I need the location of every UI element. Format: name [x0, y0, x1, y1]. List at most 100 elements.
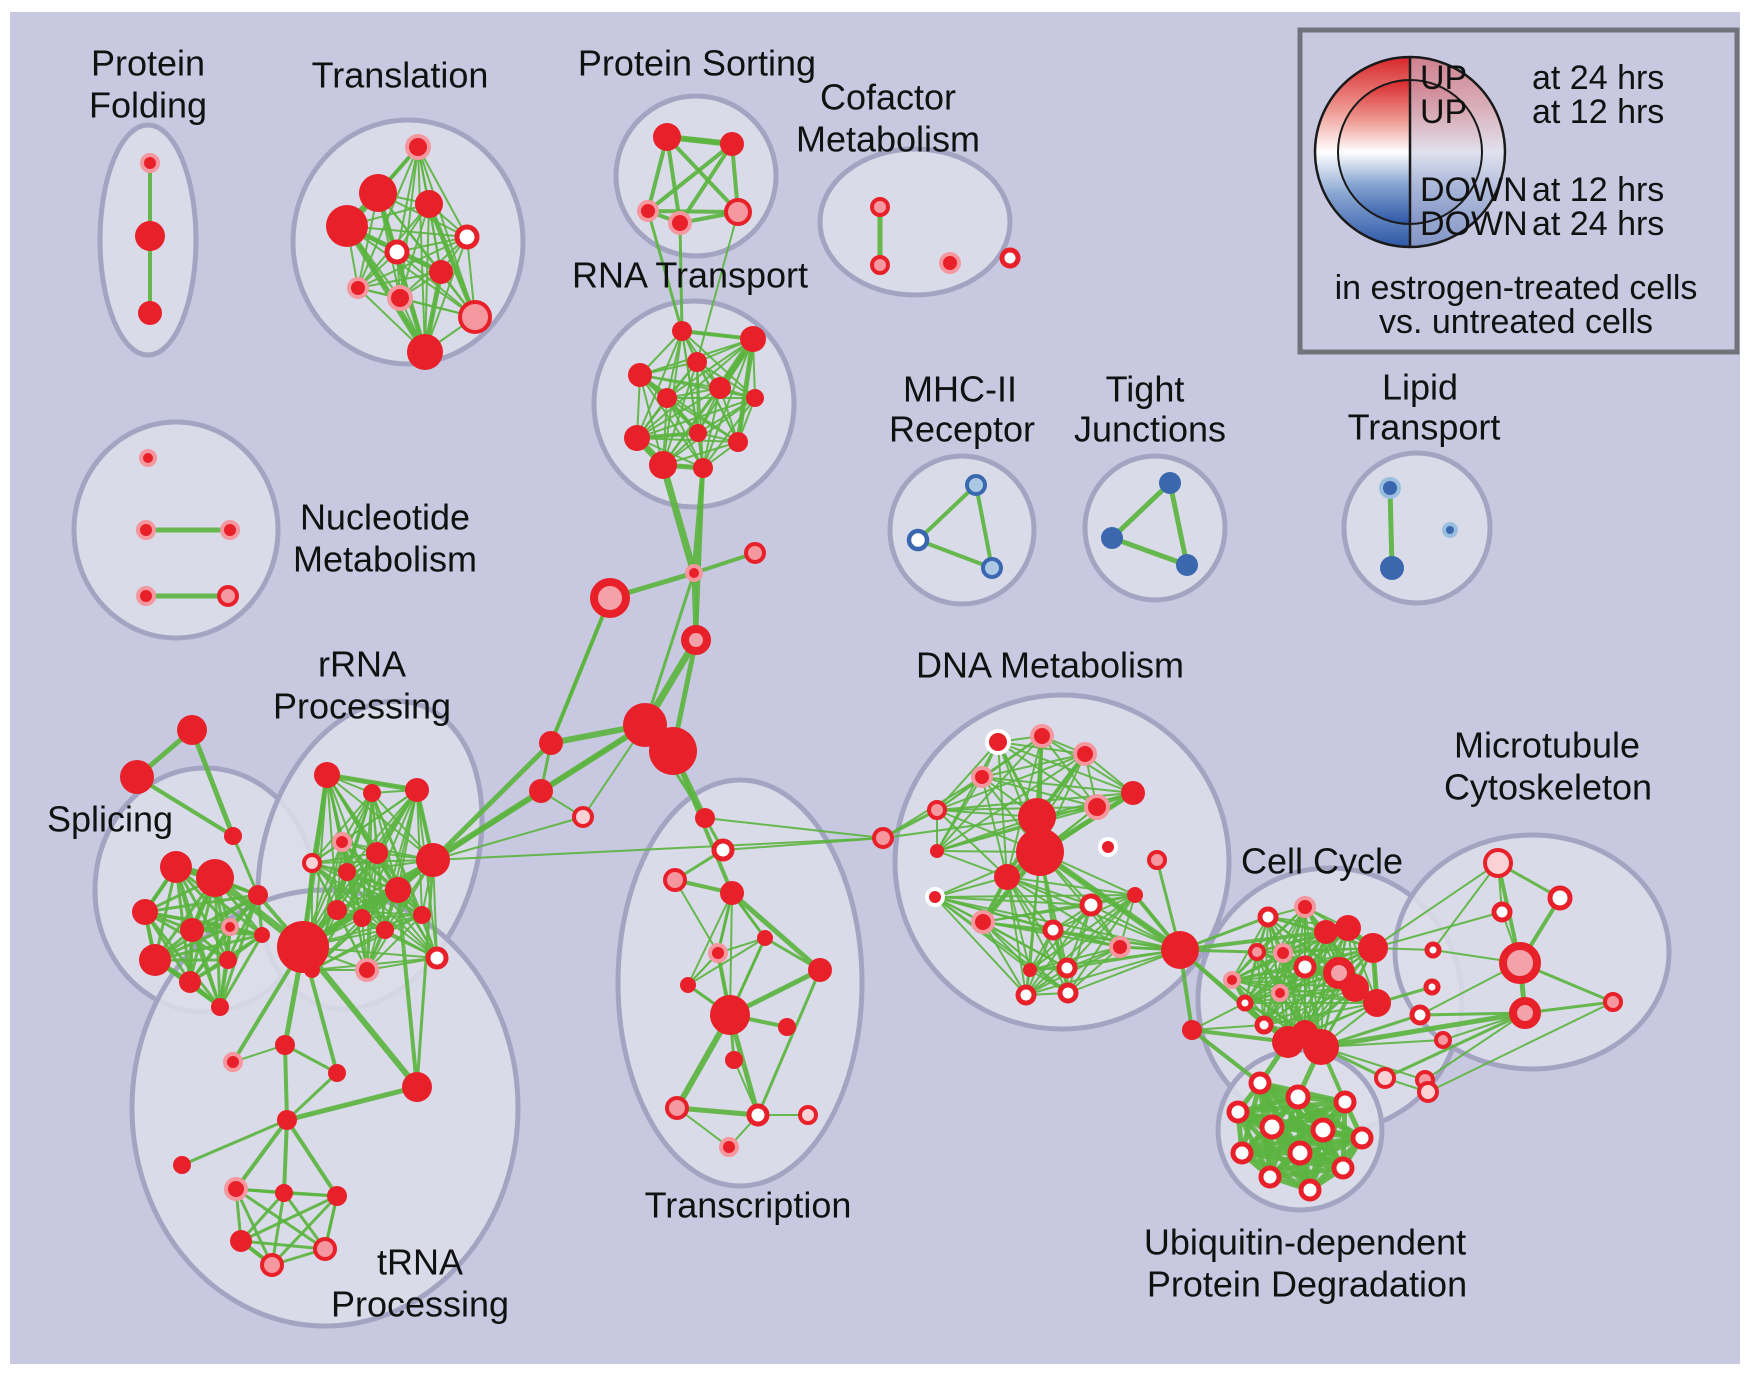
- network-node: [196, 859, 234, 897]
- network-edge: [678, 221, 684, 333]
- network-node: [1056, 957, 1078, 979]
- network-edge: [666, 397, 739, 443]
- cluster-bubble-protein-sorting: [613, 93, 779, 259]
- network-edge: [916, 483, 978, 542]
- network-edge: [1191, 1024, 1265, 1031]
- network-node: [136, 586, 156, 606]
- network-edge: [1320, 1039, 1444, 1048]
- network-edge: [1263, 987, 1356, 1026]
- cluster-label: Nucleotide: [300, 497, 470, 538]
- network-node: [665, 1096, 689, 1120]
- network-edge: [1006, 876, 1092, 906]
- network-node: [326, 205, 368, 247]
- network-edge: [1067, 904, 1092, 994]
- network-node: [1236, 994, 1254, 1012]
- network-edge: [666, 338, 754, 399]
- cluster-label: Folding: [89, 85, 207, 126]
- network-edge: [882, 816, 1038, 839]
- network-node: [332, 832, 352, 852]
- legend: [1297, 27, 1740, 355]
- network-node: [925, 887, 945, 907]
- cluster-bubble-cofactor-metabolism: [817, 146, 1013, 298]
- cluster-label: Junctions: [1074, 409, 1226, 450]
- legend-time-label: at 12 hrs: [1532, 171, 1664, 209]
- network-edge: [1231, 966, 1306, 981]
- network-node: [1285, 1084, 1311, 1110]
- network-edge: [974, 483, 994, 570]
- network-node: [1409, 1004, 1431, 1026]
- network-node: [999, 247, 1021, 269]
- network-node: [458, 300, 492, 334]
- network-node: [219, 951, 237, 969]
- network-edge: [1424, 1012, 1526, 1081]
- network-node: [314, 762, 340, 788]
- network-node: [402, 1072, 432, 1102]
- network-node: [971, 910, 995, 934]
- network-edge: [357, 271, 442, 289]
- network-edge: [285, 1118, 339, 1198]
- network-node: [1434, 1031, 1452, 1049]
- legend-note: in estrogen-treated cells: [1335, 269, 1698, 307]
- network-node: [1226, 1100, 1250, 1124]
- cluster-label: rRNA: [318, 644, 406, 685]
- network-node: [1182, 1020, 1202, 1040]
- legend-direction-label: UP: [1420, 93, 1467, 131]
- network-node: [965, 474, 987, 496]
- network-edge: [1282, 947, 1374, 954]
- network-node: [376, 921, 394, 939]
- network-edge: [311, 862, 423, 916]
- network-node: [1101, 527, 1123, 549]
- network-edge: [282, 1118, 289, 1195]
- network-node: [680, 977, 696, 993]
- network-node: [649, 727, 697, 775]
- network-node: [689, 424, 707, 442]
- network-node: [693, 458, 713, 478]
- network-edge: [936, 806, 1098, 811]
- network-edge: [1320, 1046, 1426, 1081]
- network-node: [1248, 1071, 1272, 1095]
- network-node: [1121, 781, 1145, 805]
- network-node: [313, 1237, 337, 1261]
- network-edge: [646, 209, 740, 214]
- network-node: [138, 301, 162, 325]
- network-node: [355, 958, 379, 982]
- network-node: [1423, 978, 1441, 996]
- network-edge: [936, 809, 1008, 878]
- cluster-bubble-mhc-ii-receptor: [887, 453, 1037, 607]
- network-edge: [934, 896, 1027, 996]
- network-edge: [636, 397, 756, 439]
- network-node: [223, 1052, 243, 1072]
- network-edge: [326, 774, 434, 861]
- network-edge: [646, 142, 734, 213]
- network-edge: [639, 374, 704, 469]
- network-node: [720, 132, 744, 156]
- network-node: [939, 252, 961, 274]
- network-edge: [1029, 946, 1121, 971]
- cluster-label: Splicing: [47, 799, 173, 840]
- network-node: [687, 352, 707, 372]
- cluster-label: Protein: [91, 43, 205, 84]
- network-edge: [1190, 1028, 1262, 1085]
- network-node: [353, 909, 371, 927]
- cluster-label: Lipid: [1382, 367, 1458, 408]
- network-node: [695, 808, 715, 828]
- network-edge: [1372, 911, 1503, 949]
- cluster-label: Cell Cycle: [1241, 841, 1403, 882]
- network-node: [1257, 906, 1279, 928]
- network-node: [709, 377, 731, 399]
- network-node: [1109, 936, 1131, 958]
- legend-time-label: at 24 hrs: [1532, 205, 1664, 243]
- network-node: [1084, 794, 1110, 820]
- network-node: [1248, 943, 1266, 961]
- network-node: [160, 851, 192, 883]
- network-edge: [662, 397, 756, 466]
- cluster-label: RNA Transport: [572, 255, 808, 296]
- network-edge: [302, 789, 418, 948]
- network-node: [725, 1051, 743, 1069]
- network-node: [1254, 1015, 1274, 1035]
- network-node: [685, 564, 703, 582]
- network-edge: [311, 862, 386, 931]
- network-edge: [375, 190, 428, 355]
- network-edge: [936, 753, 1086, 811]
